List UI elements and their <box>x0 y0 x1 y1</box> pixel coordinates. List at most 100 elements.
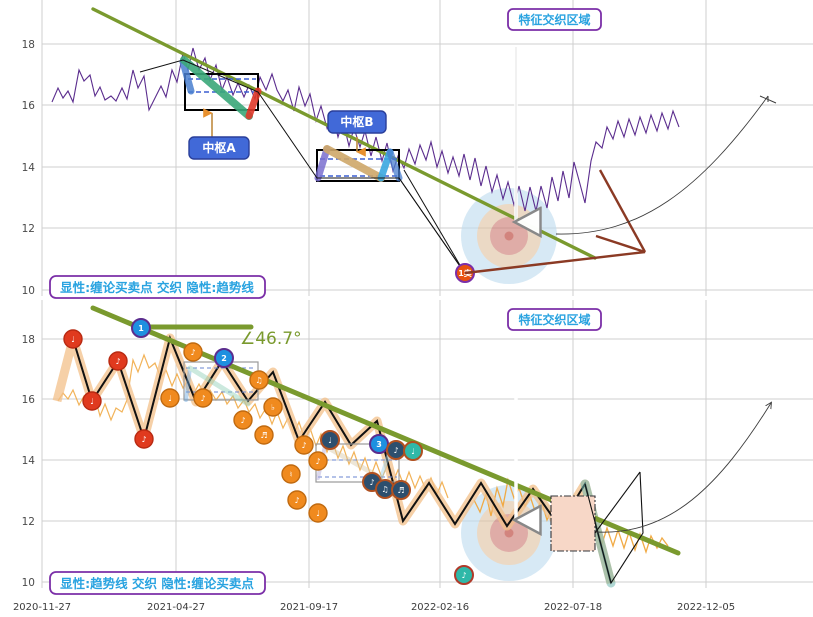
svg-text:♪: ♪ <box>240 416 245 425</box>
top-target-marker <box>461 188 557 284</box>
y-tick-18: 18 <box>22 39 35 51</box>
svg-text:1: 1 <box>138 324 144 333</box>
marker-red-3: ♪ <box>108 351 128 371</box>
bottom-y-axis-labels: 18 16 14 12 10 <box>22 334 36 589</box>
svg-text:♩: ♩ <box>411 447 415 456</box>
svg-text:♪: ♪ <box>301 441 306 450</box>
marker-darkblue-5: ♬ <box>391 480 411 500</box>
svg-text:♪: ♪ <box>200 394 205 403</box>
top-chart-panel: 18 16 14 12 10 <box>0 0 813 300</box>
marker-orange-2: ♪ <box>183 342 203 362</box>
svg-text:♭: ♭ <box>271 403 275 412</box>
marker-blue-2: 2 <box>214 348 234 368</box>
svg-text:♪: ♪ <box>141 435 146 444</box>
x-tick-2: 2021-09-17 <box>280 602 338 613</box>
svg-text:♪: ♪ <box>190 348 195 357</box>
top-chart-svg: 18 16 14 12 10 <box>22 0 813 299</box>
marker-darkblue-1: ♩ <box>320 430 340 450</box>
top-skeleton-lines <box>139 59 465 273</box>
marker-orange-12: ♩ <box>308 503 328 523</box>
marker-teal-1: ♩ <box>403 441 423 461</box>
marker-orange-3: ♪ <box>193 388 213 408</box>
marker-orange-5: ♪ <box>233 410 253 430</box>
svg-text:♩: ♩ <box>71 335 75 344</box>
marker-orange-6: ♭ <box>263 397 283 417</box>
marker-red-4: ♪ <box>134 429 154 449</box>
marker-orange-9: ♮ <box>281 464 301 484</box>
bottom-feature-zone-badge[interactable]: 特征交织区域 <box>507 308 602 331</box>
pivot-label-b-text: 中枢B <box>340 114 373 129</box>
y-tick-10-b: 10 <box>22 577 35 589</box>
top-legend-text: 显性:缠论买卖点 交织 隐性:趋势线 <box>60 280 254 295</box>
x-tick-5: 2022-12-05 <box>677 602 735 613</box>
bottom-hatched-box <box>550 495 596 552</box>
y-tick-10: 10 <box>22 285 35 297</box>
pivot-label-a[interactable]: 中枢A <box>188 108 250 160</box>
y-tick-14-b: 14 <box>22 455 36 467</box>
marker-orange-4: ♫ <box>249 370 269 390</box>
bottom-forecast-curve <box>595 403 771 533</box>
x-tick-0: 2020-11-27 <box>13 602 71 613</box>
svg-text:♪: ♪ <box>369 478 374 487</box>
top-legend[interactable]: 显性:缠论买卖点 交织 隐性:趋势线 <box>49 275 266 299</box>
marker-orange-1: ♩ <box>160 388 180 408</box>
svg-text:♪: ♪ <box>393 446 398 455</box>
svg-text:♬: ♬ <box>397 486 404 495</box>
top-forecast-curve <box>555 95 769 235</box>
y-tick-12: 12 <box>22 223 35 235</box>
bottom-chart-svg: 18 16 14 12 10 <box>13 300 813 613</box>
top-forecast-curve-cap <box>759 95 777 104</box>
svg-text:♪: ♪ <box>315 457 320 466</box>
x-axis-labels: 2020-11-27 2021-04-27 2021-09-17 2022-02… <box>13 602 735 613</box>
svg-text:♮: ♮ <box>290 470 293 479</box>
top-y-axis-labels: 18 16 14 12 10 <box>22 39 36 297</box>
marker-red-2: ♩ <box>82 391 102 411</box>
y-tick-14: 14 <box>22 162 36 174</box>
svg-text:♪: ♪ <box>461 571 466 580</box>
svg-text:3: 3 <box>376 440 382 449</box>
top-projection-arrow <box>464 169 647 275</box>
marker-teal-2: ♪ <box>454 565 474 585</box>
bottom-price-raw <box>57 353 449 499</box>
marker-red-1: ♩ <box>63 329 83 349</box>
marker-orange-7: ♬ <box>254 425 274 445</box>
bottom-projection-lines <box>584 471 644 585</box>
svg-text:♩: ♩ <box>90 397 94 406</box>
y-tick-16: 16 <box>22 100 36 112</box>
pivot-label-a-text: 中枢A <box>202 140 236 155</box>
marker-darkblue-2: ♪ <box>386 440 406 460</box>
svg-text:♫: ♫ <box>381 485 388 494</box>
top-feature-zone-text: 特征交织区域 <box>518 12 590 27</box>
bottom-legend-text: 显性:趋势线 交织 隐性:缠论买卖点 <box>60 576 254 591</box>
top-stroke-segments <box>179 56 403 182</box>
y-tick-16-b: 16 <box>22 394 36 406</box>
marker-blue-3: 3 <box>369 434 389 454</box>
marker-orange-10: ♪ <box>308 451 328 471</box>
bottom-feature-zone-text: 特征交织区域 <box>518 312 590 327</box>
marker-darkblue-4: ♫ <box>375 479 395 499</box>
x-tick-4: 2022-07-18 <box>544 602 602 613</box>
svg-text:♪: ♪ <box>294 496 299 505</box>
bottom-markers: ♩ ♩ ♪ ♪ 1 ♩ ♪ ♪ 2 ♫ ♪ ♭ ♬ ♪ ♮ ♪ ♪ ♩ ♩ 3 <box>63 318 474 585</box>
top-gridlines <box>41 0 813 296</box>
angle-annotation: ∠46.7° <box>240 329 302 349</box>
pivot-label-b[interactable]: 中枢B <box>327 110 387 157</box>
svg-text:♫: ♫ <box>255 376 262 385</box>
svg-text:♩: ♩ <box>328 436 332 445</box>
svg-text:♬: ♬ <box>260 431 267 440</box>
svg-text:♩: ♩ <box>316 509 320 518</box>
bottom-legend[interactable]: 显性:趋势线 交织 隐性:缠论买卖点 <box>49 571 266 595</box>
svg-text:♪: ♪ <box>115 357 120 366</box>
y-tick-18-b: 18 <box>22 334 35 346</box>
marker-blue-1: 1 <box>131 318 151 338</box>
y-tick-12-b: 12 <box>22 516 35 528</box>
x-tick-1: 2021-04-27 <box>147 602 205 613</box>
svg-text:♩: ♩ <box>168 394 172 403</box>
bottom-chart-panel: 18 16 14 12 10 <box>0 300 813 617</box>
bottom-gridlines <box>41 300 813 588</box>
top-feature-zone-badge[interactable]: 特征交织区域 <box>507 8 602 31</box>
marker-orange-8: ♪ <box>294 435 314 455</box>
svg-text:2: 2 <box>221 354 227 363</box>
marker-orange-11: ♪ <box>287 490 307 510</box>
